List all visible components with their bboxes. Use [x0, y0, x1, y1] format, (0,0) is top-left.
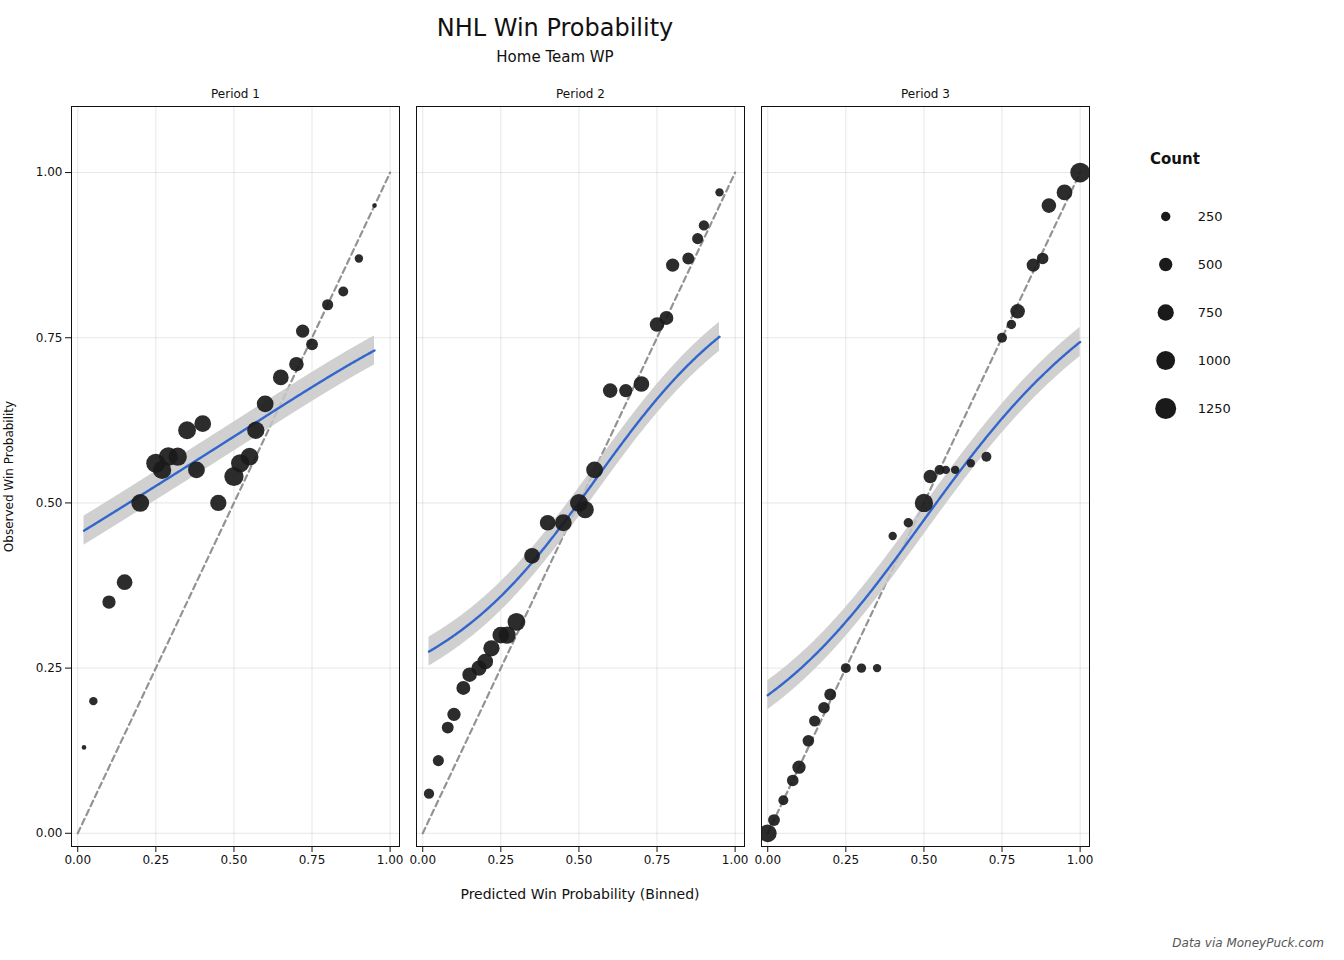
svg-text:0.75: 0.75: [644, 853, 671, 867]
svg-text:1.00: 1.00: [1067, 853, 1094, 867]
svg-text:500: 500: [1198, 257, 1223, 272]
svg-text:1.00: 1.00: [36, 165, 63, 179]
svg-text:0.50: 0.50: [221, 853, 248, 867]
svg-text:750: 750: [1198, 305, 1223, 320]
svg-text:1.00: 1.00: [722, 853, 749, 867]
svg-text:1000: 1000: [1198, 353, 1231, 368]
svg-text:Period 1: Period 1: [211, 87, 260, 101]
svg-text:0.50: 0.50: [566, 853, 593, 867]
svg-text:0.00: 0.00: [754, 853, 781, 867]
html-text:Count: Count: [1150, 150, 1200, 168]
svg-text:0.00: 0.00: [409, 853, 436, 867]
svg-text:250: 250: [1198, 209, 1223, 224]
svg-text:0.75: 0.75: [36, 331, 63, 345]
svg-text:0.25: 0.25: [142, 853, 169, 867]
html-text:NHL Win Probability: NHL Win Probability: [436, 14, 674, 42]
svg-text:0.75: 0.75: [989, 853, 1016, 867]
html-text:Home Team WP: Home Team WP: [496, 48, 614, 66]
html-text:Predicted Win Probability (Bin: Predicted Win Probability (Binned): [460, 886, 700, 902]
svg-text:0.50: 0.50: [36, 496, 63, 510]
html-text:Data via MoneyPuck.com: Data via MoneyPuck.com: [1172, 936, 1324, 950]
svg-text:0.00: 0.00: [64, 853, 91, 867]
svg-text:0.25: 0.25: [832, 853, 859, 867]
svg-text:1.00: 1.00: [377, 853, 404, 867]
svg-text:Period 2: Period 2: [556, 87, 605, 101]
svg-text:0.00: 0.00: [36, 826, 63, 840]
svg-text:0.25: 0.25: [36, 661, 63, 675]
svg-text:1250: 1250: [1198, 401, 1231, 416]
svg-text:0.50: 0.50: [911, 853, 938, 867]
svg-text:Observed Win Probability: Observed Win Probability: [2, 401, 16, 552]
svg-text:0.75: 0.75: [299, 853, 326, 867]
svg-text:0.25: 0.25: [487, 853, 514, 867]
svg-text:Period 3: Period 3: [901, 87, 950, 101]
